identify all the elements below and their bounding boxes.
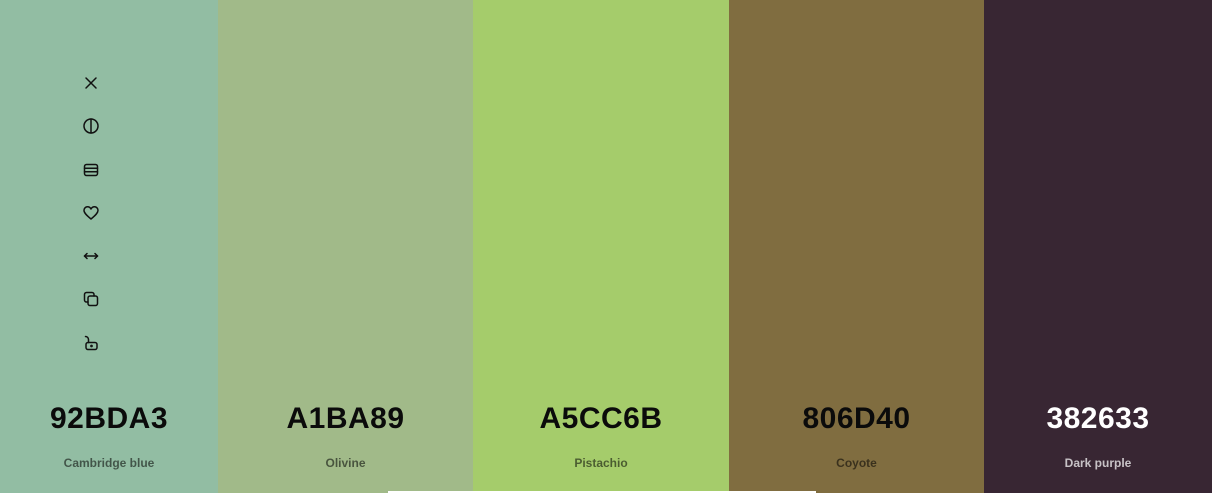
drag-handle[interactable] xyxy=(72,237,110,275)
color-name[interactable]: Dark purple xyxy=(1064,456,1132,470)
color-name[interactable]: Cambridge blue xyxy=(63,456,155,470)
color-swatch-cambridge-blue[interactable]: 92BDA3 Cambridge blue xyxy=(0,0,218,493)
color-swatch-dark-purple[interactable]: 382633 Dark purple xyxy=(984,0,1212,493)
color-hex[interactable]: A5CC6B xyxy=(539,402,663,435)
remove-color-button[interactable] xyxy=(72,64,110,102)
copy-hex-button[interactable] xyxy=(72,280,110,318)
color-hex[interactable]: 92BDA3 xyxy=(49,402,169,435)
contrast-icon xyxy=(83,118,99,135)
shades-icon xyxy=(83,163,99,176)
drag-icon xyxy=(83,252,99,260)
color-hex[interactable]: 382633 xyxy=(1046,402,1150,435)
view-shades-button[interactable] xyxy=(72,107,110,145)
copy-icon xyxy=(83,292,99,307)
close-icon xyxy=(85,77,97,89)
color-name[interactable]: Olivine xyxy=(325,456,366,470)
color-name[interactable]: Pistachio xyxy=(574,456,628,470)
save-color-button[interactable] xyxy=(72,194,110,232)
color-hex[interactable]: 806D40 xyxy=(802,402,911,435)
color-swatch-pistachio[interactable]: A5CC6B Pistachio xyxy=(473,0,729,493)
color-swatch-olivine[interactable]: A1BA89 Olivine xyxy=(218,0,473,493)
heart-icon xyxy=(83,205,99,220)
swatch-toolbar xyxy=(72,64,110,367)
color-name[interactable]: Coyote xyxy=(836,456,877,470)
bottom-strip xyxy=(388,491,816,493)
lock-color-button[interactable] xyxy=(72,324,110,362)
shades-list-button[interactable] xyxy=(72,151,110,189)
color-swatch-coyote[interactable]: 806D40 Coyote xyxy=(729,0,984,493)
color-hex[interactable]: A1BA89 xyxy=(286,402,405,435)
unlock-icon xyxy=(84,335,98,351)
